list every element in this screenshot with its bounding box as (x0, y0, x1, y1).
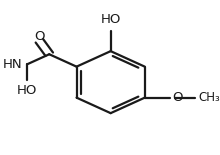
Text: HN: HN (2, 58, 22, 71)
Text: HO: HO (17, 84, 37, 97)
Text: HO: HO (101, 13, 121, 26)
Text: O: O (172, 91, 183, 104)
Text: CH₃: CH₃ (198, 91, 220, 104)
Text: O: O (34, 30, 45, 43)
